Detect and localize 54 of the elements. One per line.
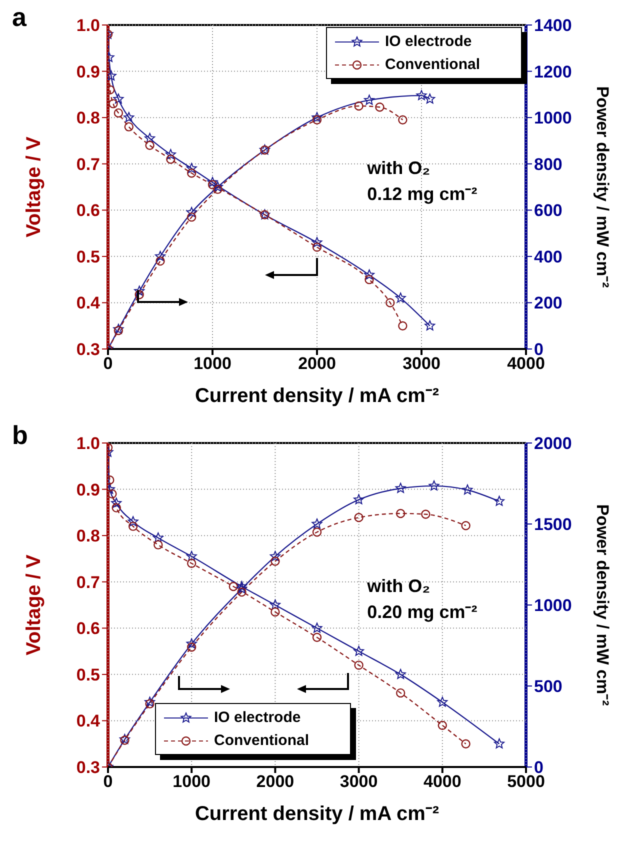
- y2-tick-label: 800: [534, 154, 562, 174]
- y-axis-title: Voltage / V: [23, 554, 46, 656]
- legend-label: IO electrode: [214, 709, 301, 726]
- x-tick-label: 1000: [172, 772, 211, 792]
- annotation: 0.12 mg cm⁻²: [367, 182, 478, 206]
- y2-tick-label: 500: [534, 677, 562, 696]
- y-tick-label: 0.9: [76, 480, 100, 500]
- x-tick-label: 3000: [402, 354, 440, 374]
- y-tick-label: 0.8: [76, 108, 100, 128]
- x-tick-label: 0: [103, 772, 113, 792]
- y2-tick-label: 1200: [534, 62, 572, 82]
- y-tick-label: 0.6: [76, 201, 100, 220]
- y2-tick-label: 1400: [534, 16, 572, 36]
- y2-tick-label: 400: [534, 247, 562, 266]
- x-tick-label: 4000: [507, 354, 545, 374]
- y-tick-label: 0.4: [76, 712, 101, 731]
- y2-tick-label: 1000: [534, 108, 572, 128]
- y-tick-label: 1.0: [76, 434, 100, 454]
- y2-tick-label: 200: [534, 294, 562, 313]
- y-tick-label: 0.3: [76, 758, 100, 778]
- y2-axis-title: Power density / mW cm⁻²: [592, 86, 612, 288]
- y2-tick-label: 2000: [534, 434, 572, 454]
- x-axis-title: Current density / mA cm⁻²: [194, 385, 440, 407]
- x-tick-label: 2000: [298, 354, 336, 374]
- y2-tick-label: 1500: [534, 515, 572, 534]
- y-tick-label: 0.7: [76, 154, 100, 174]
- annotation: with O₂: [367, 574, 432, 598]
- legend-label: IO electrode: [385, 33, 472, 50]
- y-tick-label: 0.6: [76, 619, 100, 638]
- chart-title: a: [12, 2, 26, 33]
- x-tick-label: 3000: [340, 772, 378, 792]
- y-tick-label: 0.3: [76, 340, 100, 360]
- y-tick-label: 0.4: [76, 294, 101, 313]
- x-tick-label: 4000: [423, 772, 462, 792]
- y-axis-title: Voltage / V: [23, 136, 46, 238]
- y2-tick-label: 600: [534, 201, 562, 220]
- x-axis-title: Current density / mA cm⁻²: [194, 803, 440, 825]
- legend-label: Conventional: [385, 56, 480, 73]
- annotation: with O₂: [367, 156, 432, 180]
- y2-tick-label: 1000: [534, 596, 572, 616]
- x-tick-label: 1000: [194, 354, 232, 374]
- y-tick-label: 0.7: [76, 572, 100, 592]
- y-tick-label: 0.5: [76, 247, 100, 266]
- chart-title: b: [12, 420, 28, 451]
- x-tick-label: 5000: [507, 772, 545, 792]
- y-tick-label: 0.9: [76, 62, 100, 82]
- legend-label: Conventional: [214, 732, 310, 749]
- annotation: 0.20 mg cm⁻²: [367, 600, 478, 624]
- y-tick-label: 1.0: [76, 16, 100, 36]
- y2-axis-title: Power density / mW cm⁻²: [592, 504, 612, 706]
- x-tick-label: 2000: [256, 772, 294, 792]
- x-tick-label: 0: [103, 354, 113, 374]
- y-tick-label: 0.5: [76, 665, 100, 684]
- y-tick-label: 0.8: [76, 526, 100, 546]
